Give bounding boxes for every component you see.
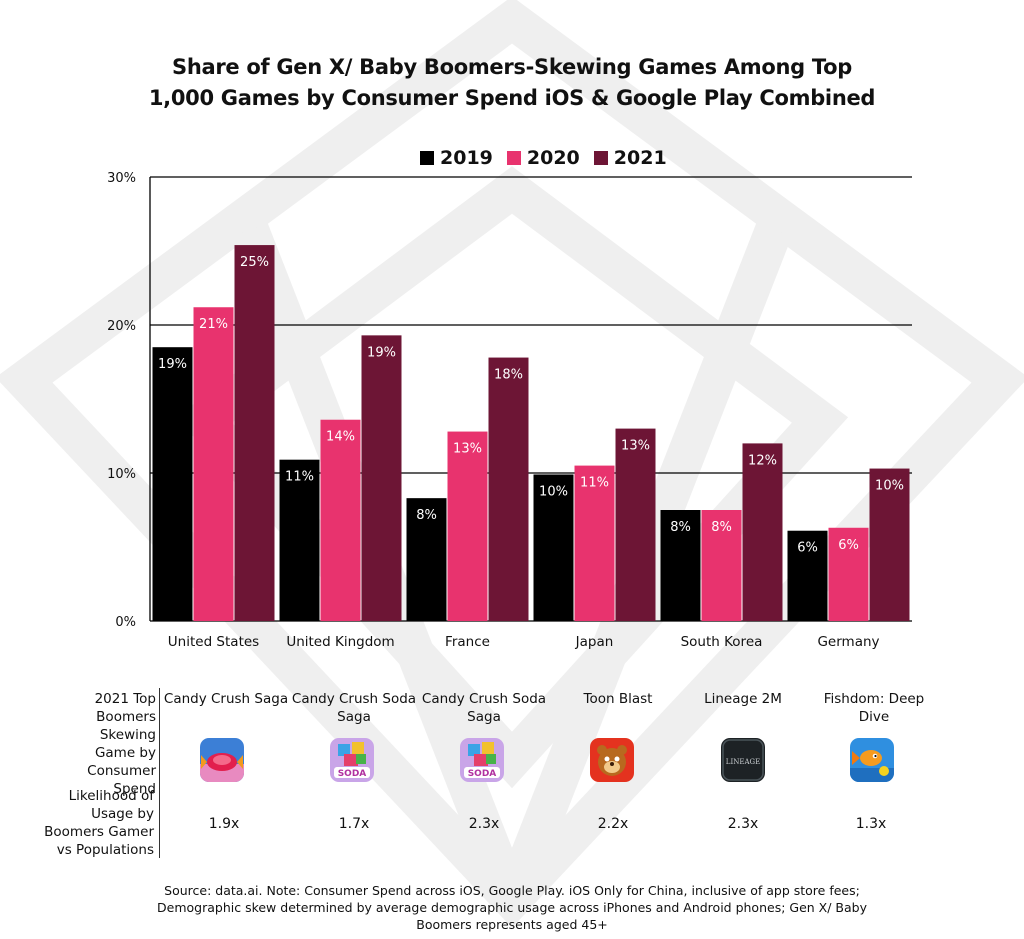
legend-swatch-2021 <box>593 151 608 165</box>
x-tick-label-2: France <box>445 634 490 650</box>
x-tick-label-3: Japan <box>575 634 614 650</box>
game-name-6: Fishdom: Deep Dive <box>823 691 925 725</box>
row-label-likelihood: Likelihood of Usage by Boomers Gamer vs … <box>44 788 154 858</box>
y-tick-label-1: 10% <box>107 467 136 482</box>
y-tick-label-0: 0% <box>115 615 136 630</box>
data-label-united-kingdom-2020: 14% <box>326 430 355 445</box>
data-label-japan-2021: 13% <box>621 439 650 454</box>
legend-label-2019: 2019 <box>440 147 493 169</box>
likelihood-3: 2.3x <box>468 816 500 832</box>
bar-france-2021 <box>488 357 529 621</box>
svg-text:SODA: SODA <box>468 769 497 779</box>
source-line-1: Source: data.ai. Note: Consumer Spend ac… <box>164 883 860 898</box>
chart-title-line-1: Share of Gen X/ Baby Boomers-Skewing Gam… <box>172 55 852 79</box>
bar-south-korea-2019 <box>660 510 701 621</box>
x-tick-label-4: South Korea <box>681 634 763 650</box>
candy-crush-soda-saga-icon-2: SODA <box>460 738 504 782</box>
data-label-france-2020: 13% <box>453 442 482 457</box>
x-tick-label-5: Germany <box>817 634 879 650</box>
bar-japan-2020 <box>574 465 615 621</box>
source-line-3: Boomers represents aged 45+ <box>416 917 608 932</box>
bar-germany-2020 <box>828 527 869 621</box>
bar-united-states-2020 <box>193 307 234 621</box>
legend-swatch-2020 <box>506 151 521 165</box>
x-tick-label-0: United States <box>168 634 259 650</box>
bar-japan-2021 <box>615 428 656 621</box>
row-label-top-game: 2021 Top Boomers Skewing Game by Consume… <box>87 691 156 797</box>
bar-japan-2019 <box>533 474 574 621</box>
game-name-2: Candy Crush Soda Saga <box>291 691 417 725</box>
bar-france-2019 <box>406 498 447 621</box>
data-label-united-kingdom-2019: 11% <box>285 470 314 485</box>
data-label-france-2021: 18% <box>494 368 523 383</box>
bar-germany-2019 <box>787 530 828 621</box>
data-label-south-korea-2020: 8% <box>711 520 732 535</box>
legend: 2019 2020 2021 <box>420 147 667 169</box>
bar-united-kingdom-2021 <box>361 335 402 621</box>
data-label-united-states-2019: 19% <box>158 357 187 372</box>
x-tick-label-1: United Kingdom <box>286 634 394 650</box>
toon-blast-icon <box>590 738 634 782</box>
bar-south-korea-2021 <box>742 443 783 621</box>
bar-france-2020 <box>447 431 488 621</box>
data-label-united-kingdom-2021: 19% <box>367 345 396 360</box>
legend-label-2020: 2020 <box>526 147 580 169</box>
likelihood-2: 1.7x <box>338 816 370 832</box>
likelihood-5: 2.3x <box>727 816 759 832</box>
legend-label-2021: 2021 <box>613 147 667 169</box>
bar-united-kingdom-2020 <box>320 419 361 621</box>
data-label-south-korea-2019: 8% <box>670 520 691 535</box>
candy-crush-saga-icon <box>200 738 244 782</box>
chart-title: Share of Gen X/ Baby Boomers-Skewing Gam… <box>0 52 1024 114</box>
fishdom-icon <box>850 738 894 782</box>
svg-text:SODA: SODA <box>338 769 367 779</box>
table-divider <box>159 688 160 858</box>
data-label-united-states-2021: 25% <box>240 255 269 270</box>
y-tick-label-3: 30% <box>107 171 136 186</box>
bar-south-korea-2020 <box>701 510 742 621</box>
legend-item-2020: 2020 <box>506 147 580 169</box>
likelihood-6: 1.3x <box>855 816 887 832</box>
y-tick-label-2: 20% <box>107 319 136 334</box>
candy-crush-soda-saga-icon: SODA <box>330 738 374 782</box>
data-label-france-2019: 8% <box>416 508 437 523</box>
likelihood-4: 2.2x <box>597 816 629 832</box>
legend-swatch-2019 <box>420 151 434 165</box>
bar-united-states-2019 <box>152 347 193 621</box>
legend-item-2021: 2021 <box>593 147 667 169</box>
game-name-5: Lineage 2M <box>704 691 782 707</box>
lineage-2m-icon: LINEAGE <box>721 738 765 782</box>
data-label-germany-2021: 10% <box>875 479 904 494</box>
svg-text:LINEAGE: LINEAGE <box>726 758 760 766</box>
game-name-4: Toon Blast <box>583 691 653 707</box>
source-note: Source: data.ai. Note: Consumer Spend ac… <box>0 882 1024 933</box>
chart-title-line-2: 1,000 Games by Consumer Spend iOS & Goog… <box>148 86 876 110</box>
data-label-south-korea-2021: 12% <box>748 453 777 468</box>
data-label-united-states-2020: 21% <box>199 317 228 332</box>
bar-chart: 0% 10% 20% 30% 19% 21% 25% United States 11% 14% 1… <box>107 171 912 650</box>
likelihood-1: 1.9x <box>208 816 240 832</box>
bar-united-states-2021 <box>234 245 275 621</box>
game-name-3: Candy Crush Soda Saga <box>421 691 547 725</box>
data-label-japan-2020: 11% <box>580 476 609 491</box>
data-label-germany-2019: 6% <box>797 541 818 556</box>
game-name-1: Candy Crush Saga <box>163 691 289 707</box>
bar-united-kingdom-2019 <box>279 459 320 621</box>
data-label-germany-2020: 6% <box>838 538 859 553</box>
bar-germany-2021 <box>869 468 910 621</box>
data-label-japan-2019: 10% <box>539 484 568 499</box>
source-line-2: Demographic skew determined by average d… <box>157 900 867 915</box>
legend-item-2019: 2019 <box>420 147 493 169</box>
